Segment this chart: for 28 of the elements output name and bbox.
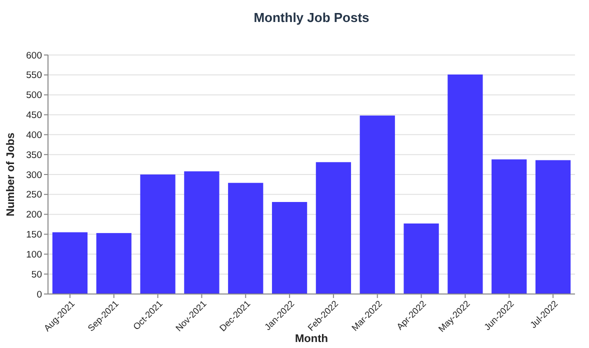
y-tick-label: 200	[26, 210, 42, 221]
chart-title: Monthly Job Posts	[254, 10, 370, 25]
bar	[272, 202, 308, 294]
bar	[404, 223, 439, 294]
y-tick-label: 300	[26, 170, 42, 181]
bar	[360, 116, 395, 294]
y-tick-label: 400	[26, 130, 42, 141]
y-tick-label: 600	[26, 50, 42, 62]
y-tick-label: 50	[31, 269, 42, 280]
bar	[492, 159, 527, 294]
y-tick-label: 100	[26, 249, 42, 260]
bar	[448, 74, 483, 294]
y-tick-label: 0	[36, 289, 42, 300]
bar	[228, 182, 264, 294]
bar	[184, 171, 220, 294]
y-tick-label: 500	[26, 90, 42, 102]
y-tick-label: 550	[26, 70, 42, 82]
y-tick-label: 450	[26, 110, 42, 122]
bar	[52, 232, 88, 294]
bar	[535, 160, 571, 294]
y-tick-label: 250	[26, 190, 42, 201]
bar	[96, 233, 132, 294]
x-axis-title: Month	[295, 333, 328, 345]
y-axis-title: Number of Jobs	[5, 132, 17, 216]
y-tick-label: 150	[26, 230, 42, 241]
y-tick-label: 350	[26, 150, 42, 161]
bar	[140, 174, 176, 294]
bar	[316, 162, 352, 294]
